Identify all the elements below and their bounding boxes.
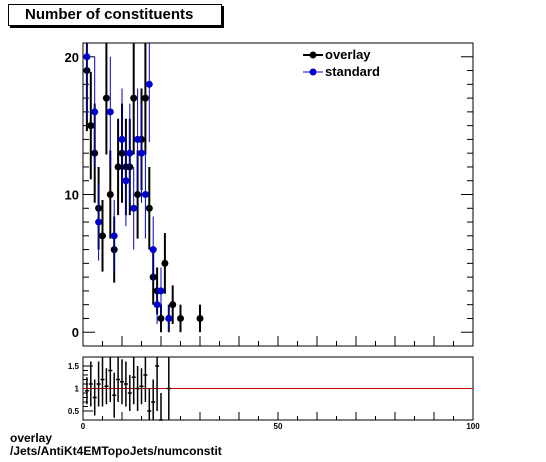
data-point-standard (150, 246, 157, 253)
data-point-overlay (161, 260, 168, 267)
y-tick-label: 0 (72, 325, 79, 340)
data-point-standard (165, 315, 172, 322)
ratio-y-tick-label: 1.5 (68, 362, 80, 371)
ratio-x-tick-label: 100 (466, 422, 480, 431)
data-point-overlay (169, 301, 176, 308)
data-point-standard (83, 53, 90, 60)
data-point-standard (138, 150, 145, 157)
data-point-standard (91, 108, 98, 115)
data-point-standard (130, 205, 137, 212)
data-point-overlay (134, 191, 141, 198)
data-point-overlay (158, 315, 165, 322)
data-point-standard (154, 301, 161, 308)
legend-marker-standard (310, 69, 317, 76)
data-point-overlay (103, 95, 110, 102)
data-point-overlay (177, 315, 184, 322)
data-point-overlay (146, 205, 153, 212)
data-point-standard (119, 136, 126, 143)
ratio-x-tick-label: 50 (274, 422, 283, 431)
legend-label-overlay: overlay (325, 47, 371, 62)
data-point-standard (95, 219, 102, 226)
ratio-y-tick-label: 1 (75, 385, 80, 394)
main-plot: 0 10 20 (65, 43, 473, 346)
y-tick-label: 20 (65, 50, 79, 65)
data-point-standard (111, 232, 118, 239)
y-tick-label: 10 (65, 188, 79, 203)
data-point-overlay (99, 232, 106, 239)
data-point-standard (122, 177, 129, 184)
data-point-standard (107, 108, 114, 115)
ratio-y-tick-label: 0.5 (68, 407, 80, 416)
caption-line-2: /Jets/AntiKt4EMTopoJets/numconstit (10, 445, 222, 458)
legend-marker-overlay (310, 52, 317, 59)
data-point-overlay (107, 191, 114, 198)
data-point-standard (126, 150, 133, 157)
legend-label-standard: standard (325, 64, 380, 79)
data-point-overlay (197, 315, 204, 322)
data-point-standard (158, 287, 165, 294)
data-point-overlay (87, 122, 94, 129)
legend: overlay standard (303, 47, 380, 79)
caption: overlay /Jets/AntiKt4EMTopoJets/numconst… (10, 432, 222, 458)
data-point-overlay (130, 95, 137, 102)
ratio-x-tick-label: 0 (81, 422, 86, 431)
data-point-overlay (142, 95, 149, 102)
data-point-standard (134, 136, 141, 143)
data-point-overlay (115, 163, 122, 170)
data-point-standard (142, 191, 149, 198)
data-point-standard (146, 81, 153, 88)
